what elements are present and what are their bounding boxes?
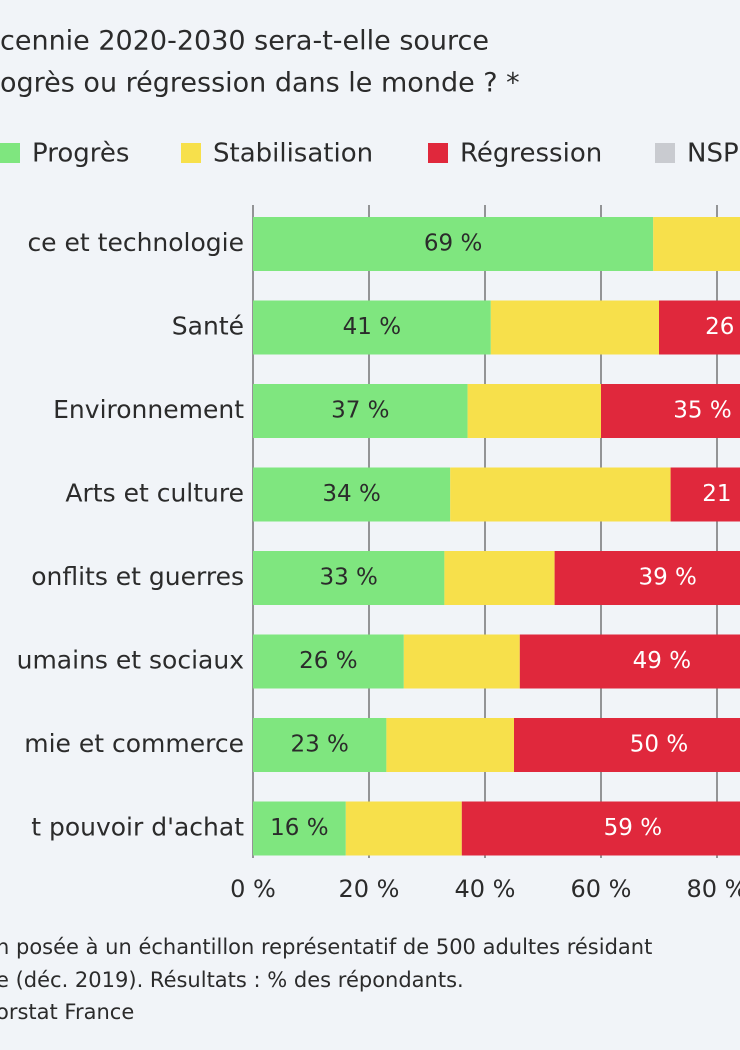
y-tick-label: Environnement — [53, 395, 244, 424]
legend-swatch — [0, 143, 20, 163]
bar-segment — [386, 718, 514, 772]
y-tick-label: onflits et guerres — [31, 562, 244, 591]
note: e (déc. 2019). Résultats : % des réponda… — [0, 968, 464, 992]
bar-segment — [601, 384, 740, 438]
y-tick-label: ce et technologie — [27, 228, 244, 257]
bar-segment — [467, 384, 601, 438]
bar-segment — [253, 801, 346, 856]
bar-segment — [253, 384, 468, 438]
subtitle: cennie 2020-2030 sera-t-elle source — [0, 26, 489, 57]
bar-value-label: 33 % — [319, 565, 377, 591]
legend-swatch — [655, 143, 675, 163]
bar-segment — [253, 551, 445, 605]
legend-label: NSP — [687, 139, 739, 169]
bar-segment — [444, 551, 555, 605]
bar-value-label: 49 % — [633, 648, 691, 674]
bar-segment — [253, 467, 451, 522]
bar-segment — [253, 718, 387, 772]
bar-value-label: 39 % — [638, 565, 696, 591]
legend-swatch — [181, 143, 201, 163]
x-tick-label: 0 % — [230, 875, 276, 903]
note: n posée à un échantillon représentatif d… — [0, 935, 652, 959]
bar-value-label: 26 % — [299, 648, 357, 674]
legend-label: Progrès — [32, 139, 129, 169]
bar-value-label: 69 % — [424, 231, 482, 257]
bar-segment — [490, 300, 659, 355]
y-tick-label: t pouvoir d'achat — [31, 813, 244, 842]
y-tick-label: Arts et culture — [65, 479, 244, 508]
x-tick-label: 80 % — [687, 875, 740, 903]
bar-value-label: 16 % — [270, 815, 328, 841]
bar-segment — [554, 551, 740, 605]
bar-value-label: 35 % — [673, 398, 731, 424]
bar-segment — [514, 718, 740, 772]
note: orstat France — [0, 1000, 134, 1024]
subtitle: ogrès ou régression dans le monde ? * — [0, 68, 520, 99]
bar-segment — [670, 467, 740, 522]
bar-segment — [461, 801, 740, 856]
bar-segment — [403, 634, 520, 689]
bar-segment — [253, 300, 491, 355]
x-tick-label: 60 % — [571, 875, 632, 903]
bar-segment — [253, 217, 654, 271]
x-tick-label: 40 % — [455, 875, 516, 903]
bar-segment — [450, 467, 671, 522]
bar-value-label: 50 % — [630, 732, 688, 758]
y-tick-label: umains et sociaux — [17, 646, 244, 675]
bar-value-label: 23 % — [290, 732, 348, 758]
bar-segment — [659, 300, 740, 355]
bar-segment — [519, 634, 740, 689]
y-tick-label: Santé — [172, 312, 244, 341]
bar-segment — [653, 217, 740, 271]
legend-label: Régression — [460, 139, 602, 169]
bar-value-label: 37 % — [331, 398, 389, 424]
legend-swatch — [428, 143, 448, 163]
bar-segment — [253, 634, 404, 689]
x-tick-label: 20 % — [339, 875, 400, 903]
bar-value-label: 21 % — [702, 481, 740, 507]
bar-value-label: 59 % — [604, 815, 662, 841]
bar-value-label: 41 % — [343, 314, 401, 340]
bar-value-label: 26 % — [705, 314, 740, 340]
legend-label: Stabilisation — [213, 139, 373, 169]
bar-segment — [345, 801, 462, 856]
y-tick-label: mie et commerce — [24, 729, 244, 758]
bar-value-label: 34 % — [322, 481, 380, 507]
